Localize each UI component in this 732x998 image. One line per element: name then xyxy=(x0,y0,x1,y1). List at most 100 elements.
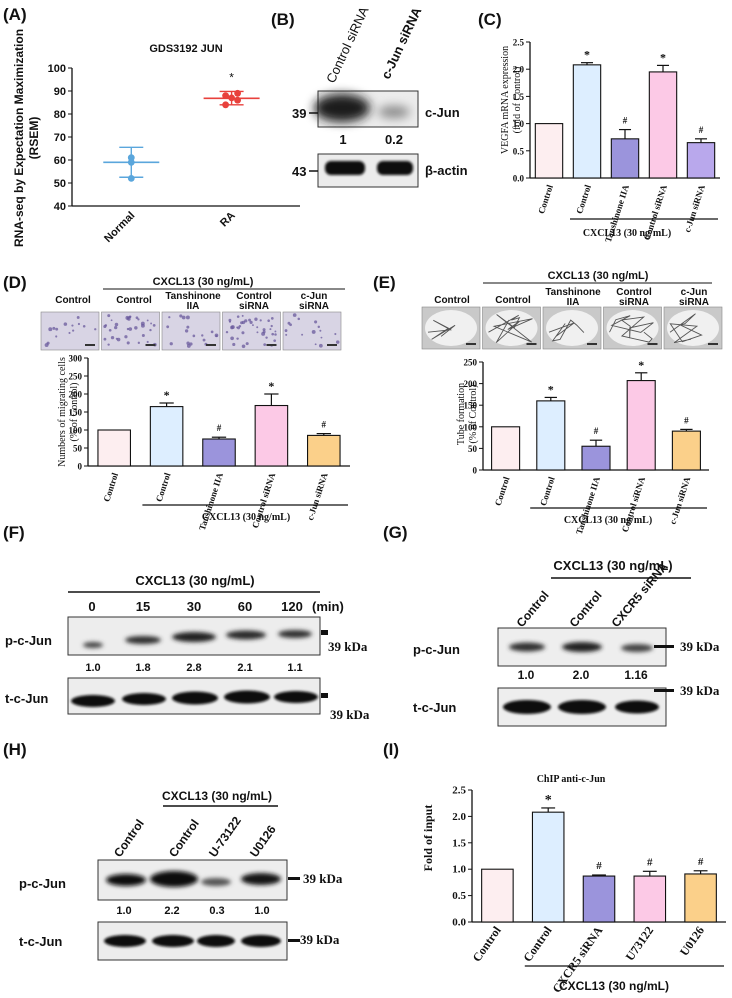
chartD-category-1: Control xyxy=(154,471,173,503)
panel-d-treatment: CXCL13 (30 ng/mL) xyxy=(153,276,254,288)
chart-e-ylabel-2: (% of Control) xyxy=(468,385,479,444)
blot-b-mw-1: 39 xyxy=(292,106,306,121)
blot-h-lane-2: Control xyxy=(166,817,202,860)
chart-a-ytick-6: 100 xyxy=(48,63,66,75)
blot-g-quant-2: 2.0 xyxy=(573,668,590,682)
blot-f: CXCL13 (30 ng/mL) 0 15 30 60 120 (min) p… xyxy=(5,573,370,722)
blot-f-t-band-3 xyxy=(172,691,218,705)
panel-label-b: (B) xyxy=(271,10,295,29)
chartI-bar-4 xyxy=(684,873,717,923)
blot-h-quant-3: 0.3 xyxy=(209,905,224,917)
chartI-bar-0 xyxy=(481,868,514,923)
blot-g-t-band-2 xyxy=(558,700,606,714)
chartI-ytick-5: 2.5 xyxy=(452,785,466,797)
chartC-category-1: Control xyxy=(574,183,593,215)
panel-e-header-2: Control xyxy=(495,295,531,306)
panel-label-a: (A) xyxy=(3,5,27,24)
chartE-mark-4: # xyxy=(684,415,689,425)
panel-e-header-4b: siRNA xyxy=(619,297,649,308)
blot-h-lane-1: Control xyxy=(111,817,147,860)
micrographsD-image-3 xyxy=(222,311,281,351)
panel-d-header-4b: siRNA xyxy=(239,301,269,312)
chart-d-group-label: CXCL13 (30 ng/mL) xyxy=(202,512,290,523)
blot-h-lane-4: U0126 xyxy=(247,822,279,859)
chartE-mark-2: # xyxy=(594,426,599,436)
panel-e-header-3b: IIA xyxy=(567,297,580,308)
blot-b-cjun-band-1 xyxy=(314,94,370,122)
panel-label-h: (H) xyxy=(3,740,27,759)
chart-a-ylabel-2: (RSEM) xyxy=(27,117,41,160)
blot-g-p-band-2 xyxy=(562,642,602,652)
chart-d-ylabel-1: Numbers of migrating cells xyxy=(57,357,68,467)
chartC-ytick-0: 0.0 xyxy=(513,174,525,184)
chart-a-ytick-2: 60 xyxy=(54,155,66,167)
blot-g-quant-3: 1.16 xyxy=(624,668,648,682)
blot-f-p-band-1 xyxy=(83,642,103,648)
chartD-category-4: c-Jun siRNA xyxy=(305,471,330,521)
blot-g-mw-2: 39 kDa xyxy=(680,683,720,698)
chartI-mark-2: # xyxy=(596,860,602,872)
blot-f-t-band-2 xyxy=(122,693,166,705)
chart-i-title: ChIP anti-c-Jun xyxy=(537,774,606,785)
blot-g-t-band-3 xyxy=(615,700,659,714)
chart-a-ylabel-1: RNA-seq by Expectation Maximization xyxy=(12,29,26,247)
panel-label-i: (I) xyxy=(383,740,399,759)
blot-f-t-band-4 xyxy=(224,690,270,704)
chart-e-group-label: CXCL13 (30 ng/mL) xyxy=(564,515,652,526)
chart-c-group-label: CXCL13 (30 ng/mL) xyxy=(583,228,671,239)
panel-d-header: CXCL13 (30 ng/mL) Control Control Tanshi… xyxy=(55,276,345,312)
chart-i-group-label: CXCL13 (30 ng/mL) xyxy=(559,979,669,993)
chart-a-point-0-0 xyxy=(127,175,135,182)
blot-b-lane-1: Control siRNA xyxy=(323,4,372,85)
chartI-ytick-1: 0.5 xyxy=(452,890,466,902)
chartI-mark-1: * xyxy=(545,793,552,808)
blot-b-row-label-2: β-actin xyxy=(425,163,468,178)
chartC-category-4: c-Jun siRNA xyxy=(682,183,707,233)
chartC-bar-4 xyxy=(686,142,716,179)
chart-a-point-1-1 xyxy=(234,96,242,104)
blot-f-time-2: 15 xyxy=(136,599,150,614)
panel-label-d: (D) xyxy=(3,273,27,292)
blot-g-lane-2: Control xyxy=(567,588,605,630)
blot-h-p-band-1 xyxy=(106,874,146,886)
blot-f-t-band-5 xyxy=(274,691,318,703)
chartI-bar-2 xyxy=(582,875,616,923)
chartC-category-0: Control xyxy=(536,183,555,215)
chart-a: GDS3192 JUN RNA-seq by Expectation Maxim… xyxy=(12,29,300,247)
panel-label-e: (E) xyxy=(373,273,396,292)
chartD-bar-0 xyxy=(97,429,131,467)
chartD-ytick-2: 100 xyxy=(69,426,83,436)
chartD-ytick-0: 0 xyxy=(78,462,83,472)
blot-h-treatment: CXCL13 (30 ng/mL) xyxy=(162,789,272,803)
chartI-category-1: Control xyxy=(520,923,555,964)
blot-h-t-band-1 xyxy=(104,935,146,947)
blot-b: Control siRNA c-Jun siRNA 39 43 c-Jun β-… xyxy=(292,4,468,188)
blot-g-treatment: CXCL13 (30 ng/mL) xyxy=(553,558,672,573)
chart-a-point-1-4 xyxy=(234,89,242,97)
chart-a-significance: * xyxy=(229,70,234,84)
chart-a-ytick-0: 40 xyxy=(54,201,66,213)
chartE-ytick-3: 150 xyxy=(464,401,478,411)
panel-e-header-1: Control xyxy=(434,295,470,306)
chartE-ytick-4: 200 xyxy=(464,379,478,389)
panel-e-header-5a: c-Jun xyxy=(681,287,708,298)
chartI-ytick-3: 1.5 xyxy=(452,837,466,849)
chart-a-ytick-1: 50 xyxy=(54,178,66,190)
chartD-ytick-5: 250 xyxy=(69,372,83,382)
chart-c: VEGFA mRNA expression (fold of Control) … xyxy=(500,38,720,244)
blot-h-mw-1: 39 kDa xyxy=(303,871,343,886)
blot-f-p-band-3 xyxy=(172,632,216,642)
chart-i: ChIP anti-c-Jun Fold of input CXCL13 (30… xyxy=(421,774,726,995)
chartE-bar-0 xyxy=(491,426,521,471)
chartC-bar-1 xyxy=(572,64,602,179)
chartC-ytick-1: 0.5 xyxy=(513,146,525,156)
blot-f-time-4: 60 xyxy=(238,599,252,614)
chartE-bar-3 xyxy=(626,380,656,471)
blot-f-time-3: 30 xyxy=(187,599,201,614)
chartD-bar-3 xyxy=(254,404,289,467)
blot-f-quant-5: 1.1 xyxy=(287,662,302,674)
chartE-ytick-5: 250 xyxy=(464,358,478,368)
blot-h-p-band-3 xyxy=(201,878,231,886)
blot-f-quant-4: 2.1 xyxy=(237,662,252,674)
